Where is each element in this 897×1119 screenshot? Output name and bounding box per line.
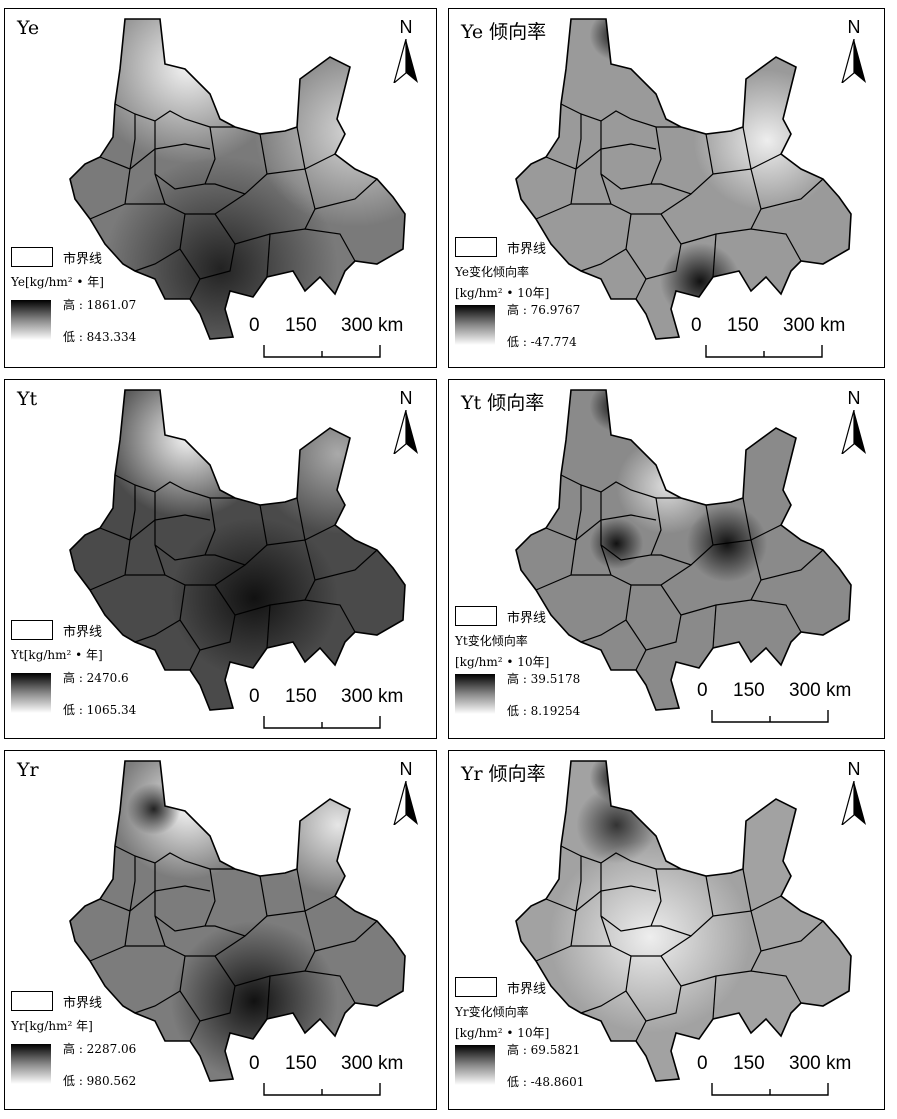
map-legend: 市界线 Yt变化倾向率 [kg/hm² • 10年] 高 : 39.5178 低… bbox=[455, 606, 655, 718]
map-panel-yt-trend: Yt 倾向率 N 市界线 Yt变化倾向率 [kg/hm² • 10年] 高 : … bbox=[448, 379, 885, 739]
scale-label-0: 0 bbox=[249, 315, 260, 336]
boundary-legend-swatch bbox=[455, 606, 497, 626]
scale-label-150: 150 bbox=[285, 1053, 317, 1074]
panel-title: Yr 倾向率 bbox=[461, 763, 546, 785]
scale-label-0: 0 bbox=[249, 686, 260, 707]
panel-title: Yr bbox=[17, 759, 39, 781]
scale-label-300: 300 km bbox=[789, 680, 852, 701]
boundary-legend-label: 市界线 bbox=[63, 624, 103, 640]
north-label: N bbox=[847, 388, 861, 408]
boundary-legend-swatch bbox=[11, 247, 53, 267]
legend-unit: Yt[kg/hm² • 年] bbox=[11, 648, 103, 662]
legend-low: 低 : 843.334 bbox=[63, 330, 137, 344]
scale-label-300: 300 km bbox=[783, 315, 846, 336]
scale-bar: 0 150 300 km bbox=[249, 315, 403, 365]
map-legend: 市界线 Ye[kg/hm² • 年] 高 : 1861.07 低 : 843.3… bbox=[11, 247, 211, 344]
map-panel-yt: Yt N 市界线 Yt[kg/hm² • 年] 高 : 2470.6 低 : 1… bbox=[4, 379, 437, 739]
scale-label-300: 300 km bbox=[341, 1053, 404, 1074]
panel-title: Yt 倾向率 bbox=[461, 392, 545, 414]
north-arrow: N bbox=[838, 759, 870, 829]
north-label: N bbox=[399, 17, 413, 37]
north-arrow-icon bbox=[393, 410, 418, 454]
scale-label-150: 150 bbox=[285, 686, 317, 707]
legend-high: 高 : 2287.06 bbox=[63, 1042, 137, 1056]
scale-label-0: 0 bbox=[697, 1053, 708, 1074]
map-panel-yr-trend: Yr 倾向率 N 市界线 Yr变化倾向率 [kg/hm² • 10年] 高 : … bbox=[448, 750, 885, 1110]
scale-bar: 0 150 300 km bbox=[697, 680, 851, 730]
north-arrow-icon bbox=[841, 410, 866, 454]
map-panel-yr: Yr N 市界线 Yr[kg/hm² 年] 高 : 2287.06 低 : 98… bbox=[4, 750, 437, 1110]
scale-label-300: 300 km bbox=[789, 1053, 852, 1074]
legend-color-ramp bbox=[455, 1045, 495, 1085]
scale-label-0: 0 bbox=[697, 680, 708, 701]
boundary-legend-label: 市界线 bbox=[507, 241, 547, 257]
legend-low: 低 : 980.562 bbox=[63, 1074, 137, 1088]
legend-high: 高 : 69.5821 bbox=[507, 1043, 581, 1057]
north-label: N bbox=[399, 388, 413, 408]
scale-bar: 0 150 300 km bbox=[249, 686, 403, 736]
map-legend: 市界线 Yr[kg/hm² 年] 高 : 2287.06 低 : 980.562 bbox=[11, 991, 211, 1088]
north-arrow-icon bbox=[393, 39, 418, 83]
legend-color-ramp bbox=[455, 305, 495, 345]
legend-unit: Yr[kg/hm² 年] bbox=[11, 1019, 93, 1033]
legend-low: 低 : -48.8601 bbox=[507, 1075, 585, 1089]
scale-label-150: 150 bbox=[733, 680, 765, 701]
panel-title: Ye 倾向率 bbox=[461, 21, 547, 43]
scale-label-150: 150 bbox=[285, 315, 317, 336]
north-arrow-icon bbox=[841, 39, 866, 83]
scale-label-300: 300 km bbox=[341, 686, 404, 707]
boundary-legend-swatch bbox=[455, 977, 497, 997]
scale-label-300: 300 km bbox=[341, 315, 404, 336]
north-arrow: N bbox=[390, 388, 422, 458]
north-label: N bbox=[847, 17, 861, 37]
map-legend: 市界线 Ye变化倾向率 [kg/hm² • 10年] 高 : 76.9767 低… bbox=[455, 237, 655, 349]
north-arrow: N bbox=[838, 17, 870, 87]
scale-label-150: 150 bbox=[727, 315, 759, 336]
map-panel-ye-trend: Ye 倾向率 N 市界线 Ye变化倾向率 [kg/hm² • 10年] 高 : … bbox=[448, 8, 885, 368]
legend-color-ramp bbox=[11, 300, 51, 340]
scale-label-0: 0 bbox=[691, 315, 702, 336]
legend-low: 低 : 1065.34 bbox=[63, 703, 137, 717]
legend-color-ramp bbox=[11, 673, 51, 713]
boundary-legend-label: 市界线 bbox=[63, 251, 103, 267]
legend-high: 高 : 76.9767 bbox=[507, 303, 581, 317]
legend-unit: Ye[kg/hm² • 年] bbox=[11, 275, 104, 289]
scale-bar: 0 150 300 km bbox=[697, 1053, 851, 1103]
panel-title: Yt bbox=[17, 388, 38, 410]
panel-title: Ye bbox=[17, 17, 40, 39]
scale-label-0: 0 bbox=[249, 1053, 260, 1074]
legend-high: 高 : 1861.07 bbox=[63, 298, 137, 312]
north-arrow: N bbox=[838, 388, 870, 458]
legend-low: 低 : -47.774 bbox=[507, 335, 577, 349]
legend-color-ramp bbox=[455, 674, 495, 714]
map-legend: 市界线 Yt[kg/hm² • 年] 高 : 2470.6 低 : 1065.3… bbox=[11, 620, 211, 717]
boundary-legend-swatch bbox=[455, 237, 497, 257]
legend-high: 高 : 2470.6 bbox=[63, 671, 129, 685]
boundary-legend-swatch bbox=[11, 620, 53, 640]
north-arrow: N bbox=[390, 17, 422, 87]
north-label: N bbox=[847, 759, 861, 779]
legend-unit-line1: Yt变化倾向率 bbox=[455, 634, 528, 648]
north-arrow-icon bbox=[841, 781, 866, 825]
scale-label-150: 150 bbox=[733, 1053, 765, 1074]
map-legend: 市界线 Yr变化倾向率 [kg/hm² • 10年] 高 : 69.5821 低… bbox=[455, 977, 655, 1089]
north-arrow: N bbox=[390, 759, 422, 829]
legend-high: 高 : 39.5178 bbox=[507, 672, 581, 686]
legend-unit-line1: Yr变化倾向率 bbox=[455, 1005, 529, 1019]
scale-bar: 0 150 300 km bbox=[249, 1053, 403, 1103]
legend-unit-line2: [kg/hm² • 10年] bbox=[455, 1026, 550, 1040]
north-arrow-icon bbox=[393, 781, 418, 825]
legend-unit-line1: Ye变化倾向率 bbox=[455, 265, 529, 279]
map-panel-ye: Ye N 市界线 Ye[kg/hm² • 年] 高 : 1861.07 低 : … bbox=[4, 8, 437, 368]
legend-color-ramp bbox=[11, 1044, 51, 1084]
boundary-legend-label: 市界线 bbox=[507, 981, 547, 997]
scale-bar: 0 150 300 km bbox=[691, 315, 845, 365]
boundary-legend-label: 市界线 bbox=[507, 610, 547, 626]
north-label: N bbox=[399, 759, 413, 779]
boundary-legend-swatch bbox=[11, 991, 53, 1011]
legend-low: 低 : 8.19254 bbox=[507, 704, 581, 718]
boundary-legend-label: 市界线 bbox=[63, 995, 103, 1011]
legend-unit-line2: [kg/hm² • 10年] bbox=[455, 655, 550, 669]
legend-unit-line2: [kg/hm² • 10年] bbox=[455, 286, 550, 300]
